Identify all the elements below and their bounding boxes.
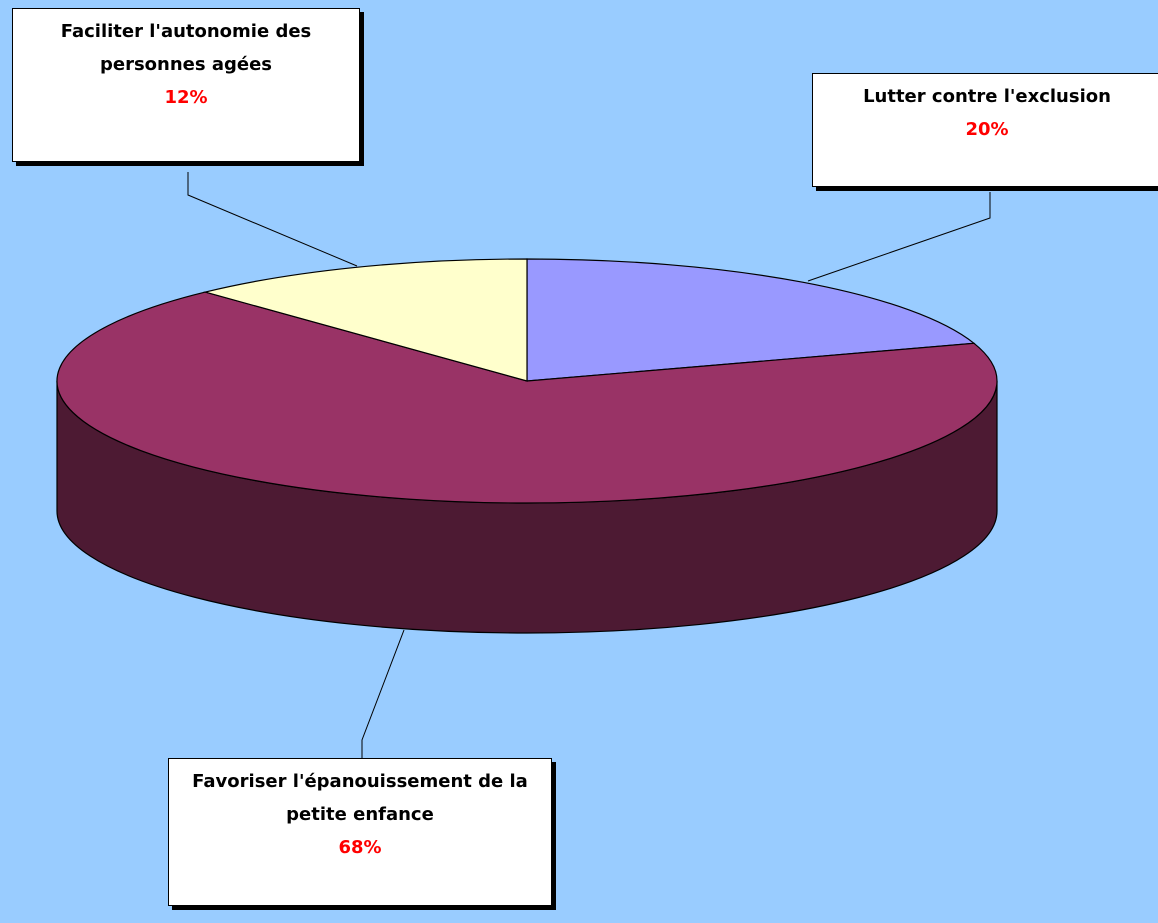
leader-line [807, 192, 991, 282]
leader-line [187, 172, 358, 267]
pie-slice [56, 291, 998, 504]
leader-line [361, 629, 405, 758]
value-label: 68% [338, 837, 382, 858]
data-label-box: Faciliter l'autonomie des personnes agée… [12, 8, 360, 162]
data-label-box: Lutter contre l'exclusion 20% [812, 73, 1158, 187]
category-label: Favoriser l'épanouissement de la petite … [192, 771, 528, 825]
pie-slice [526, 258, 976, 382]
category-label: Faciliter l'autonomie des personnes agée… [60, 21, 312, 75]
value-label: 12% [164, 87, 208, 108]
pie-slice [202, 258, 528, 382]
value-label: 20% [965, 119, 1009, 140]
data-label-box: Favoriser l'épanouissement de la petite … [168, 758, 552, 906]
category-label: Lutter contre l'exclusion [863, 86, 1111, 107]
